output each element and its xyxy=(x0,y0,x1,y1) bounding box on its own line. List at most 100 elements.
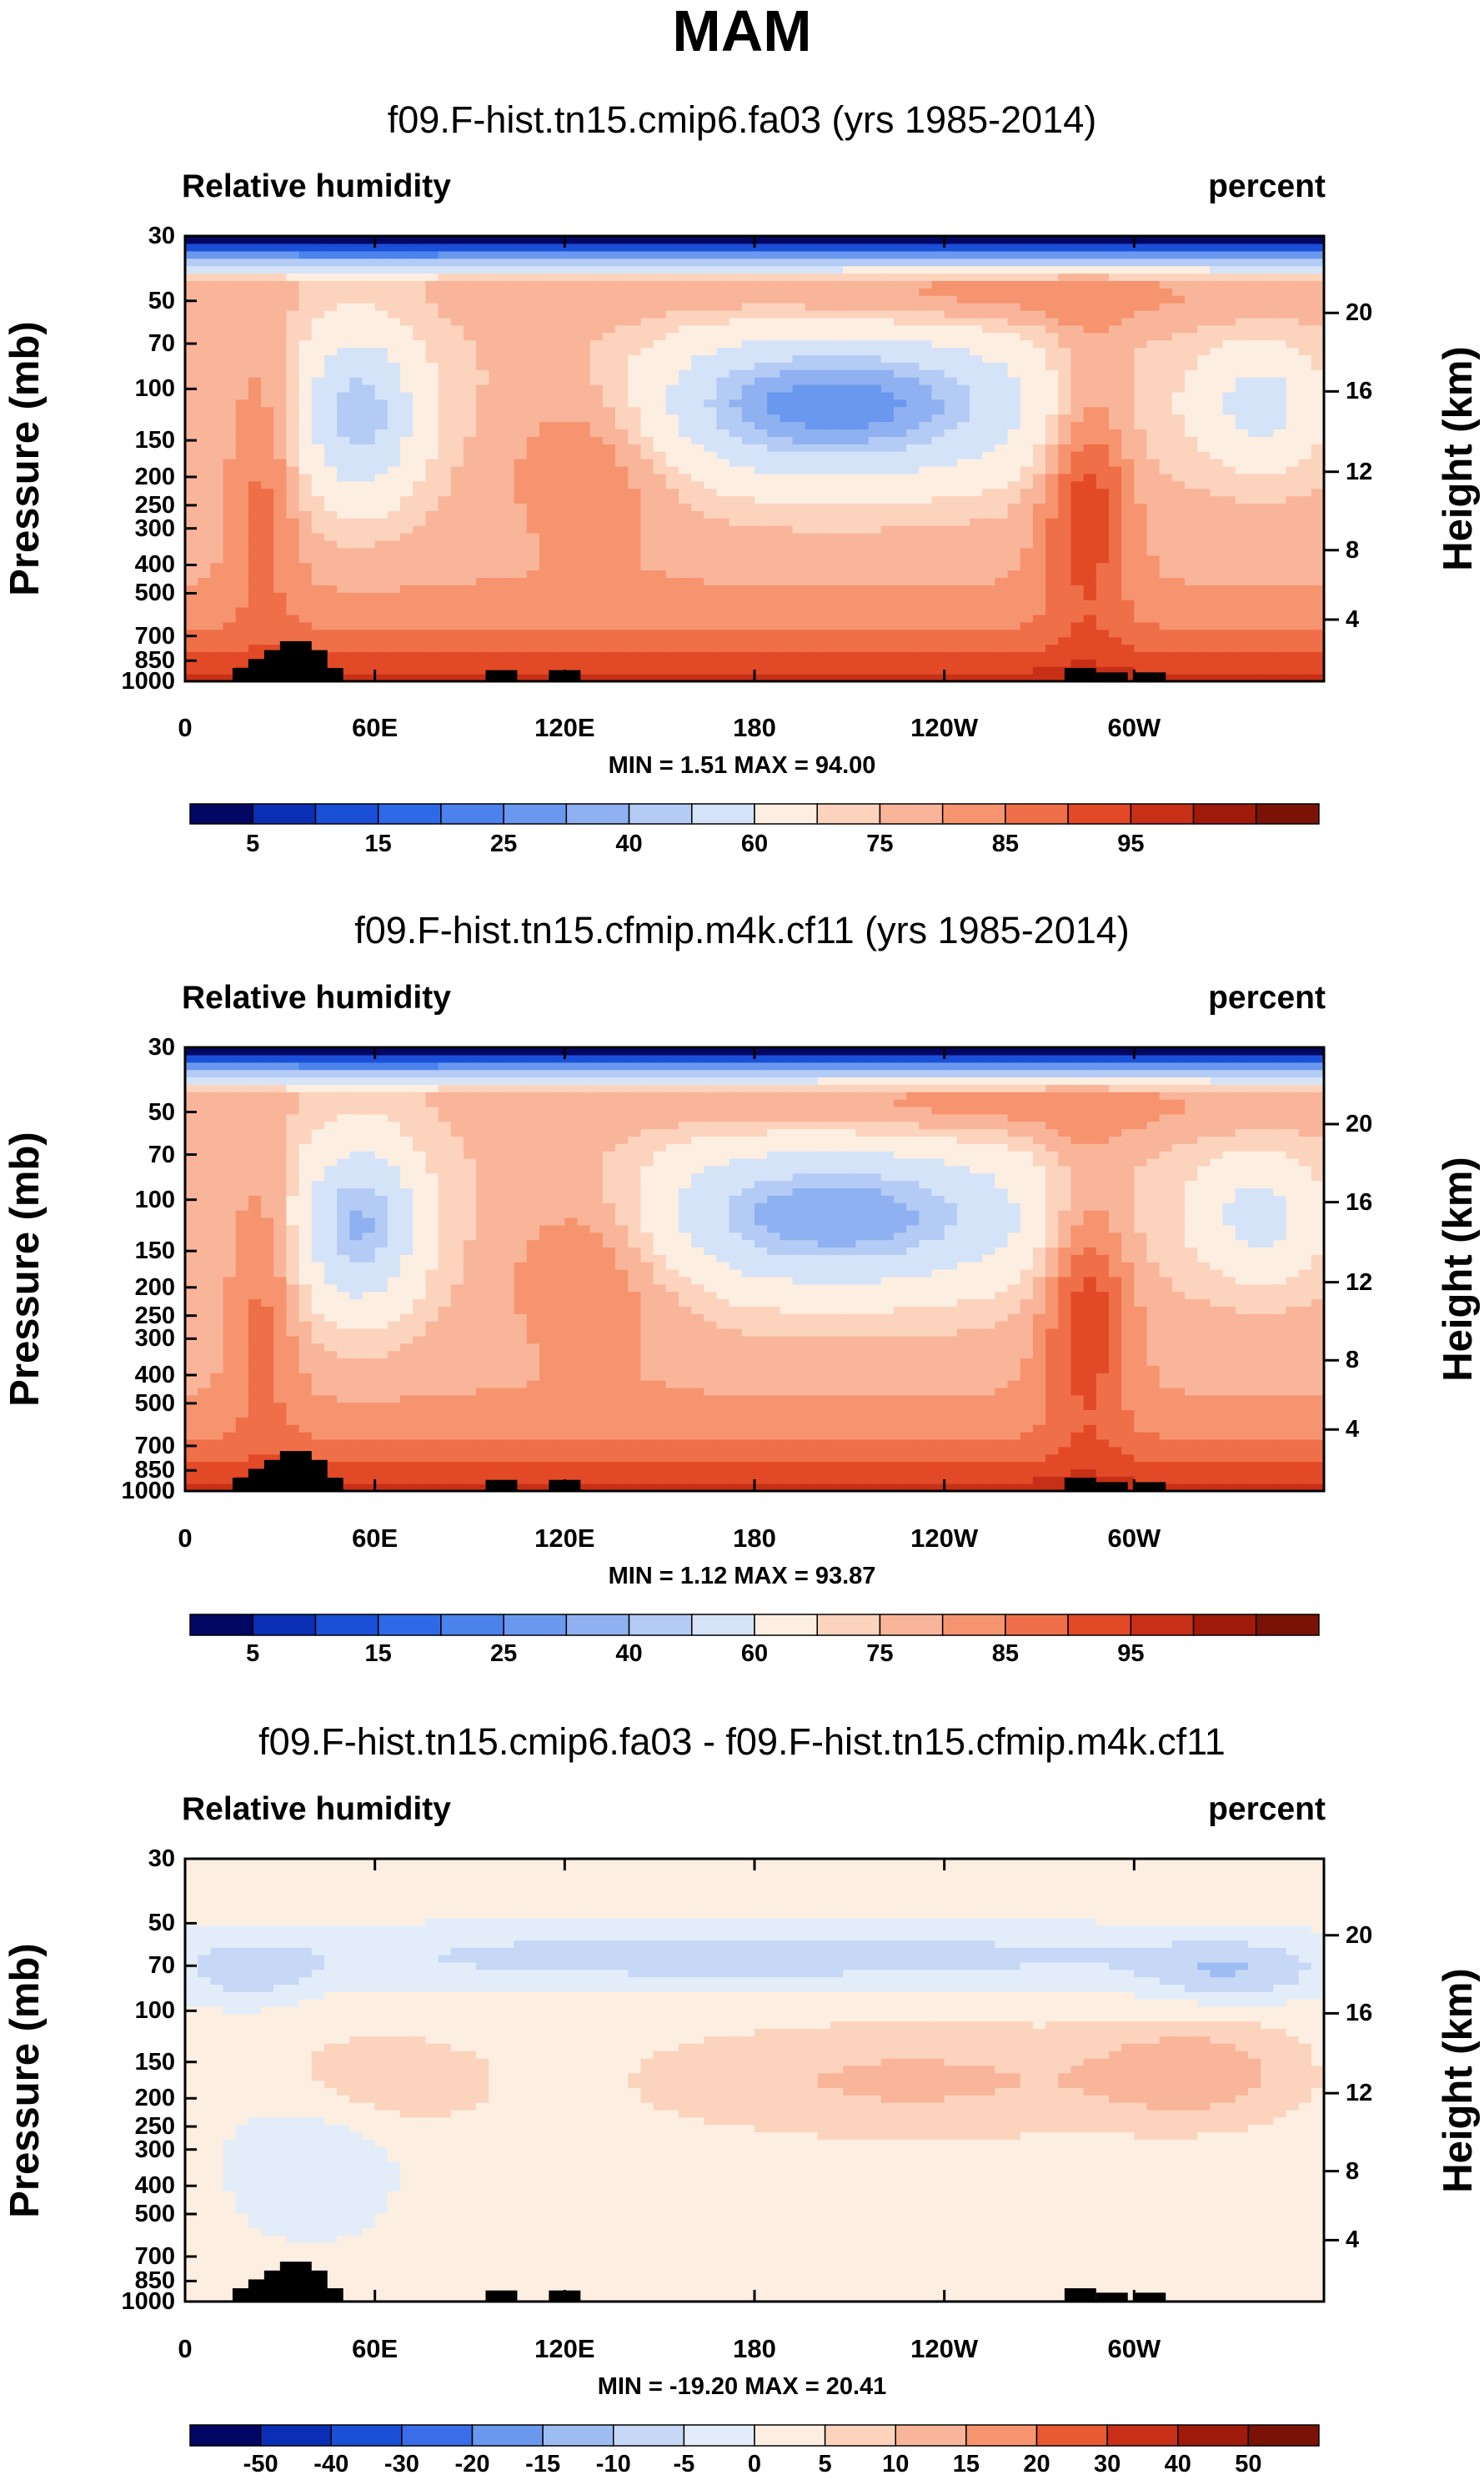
heatmap-cell xyxy=(1171,636,1186,645)
heatmap-cell xyxy=(210,480,224,489)
heatmap-cell xyxy=(1083,258,1097,267)
heatmap-cell xyxy=(337,480,350,489)
heatmap-cell xyxy=(1146,621,1161,630)
heatmap-cell xyxy=(235,629,249,638)
heatmap-cell xyxy=(261,495,274,504)
heatmap-cell xyxy=(539,258,553,267)
heatmap-cell xyxy=(919,495,933,504)
heatmap-cell xyxy=(1171,577,1186,585)
heatmap-cell xyxy=(1108,258,1122,267)
heatmap-cell xyxy=(261,399,274,408)
heatmap-cell xyxy=(780,592,794,600)
heatmap-cell xyxy=(501,429,515,437)
heatmap-cell xyxy=(1108,555,1122,564)
heatmap-cell xyxy=(476,451,489,459)
heatmap-cell xyxy=(944,317,958,326)
heatmap-cell xyxy=(323,391,338,400)
heatmap-cell xyxy=(185,540,198,549)
heatmap-cell xyxy=(564,354,579,363)
heatmap-cell xyxy=(261,354,274,363)
heatmap-cell xyxy=(931,480,945,489)
heatmap-cell xyxy=(589,488,604,497)
heatmap-cell xyxy=(640,258,654,267)
heatmap-cell xyxy=(374,243,389,252)
heatmap-cell xyxy=(780,666,794,675)
heatmap-cell xyxy=(691,324,704,334)
heatmap-cell xyxy=(1159,243,1173,252)
heatmap-cell xyxy=(526,621,540,630)
heatmap-cell xyxy=(665,547,679,556)
heatmap-cell xyxy=(425,339,439,349)
heatmap-cell xyxy=(362,399,376,408)
colorbar-label: 60 xyxy=(740,831,769,857)
heatmap-cell xyxy=(362,295,376,304)
heatmap-cell xyxy=(830,258,844,267)
heatmap-cell xyxy=(185,280,198,289)
heatmap-cell xyxy=(1185,339,1198,349)
heatmap-cell xyxy=(349,288,363,296)
heatmap-cell xyxy=(438,265,452,274)
heatmap-cell xyxy=(413,347,426,355)
heatmap-cell xyxy=(691,666,704,675)
heatmap-cell xyxy=(463,391,477,400)
heatmap-cell xyxy=(1134,354,1148,363)
heatmap-cell xyxy=(248,317,262,326)
heatmap-cell xyxy=(362,377,376,385)
heatmap-cell xyxy=(970,621,983,630)
heatmap-cell xyxy=(1159,414,1173,423)
heatmap-cell xyxy=(261,510,274,519)
heatmap-cell xyxy=(577,480,591,489)
heatmap-cell xyxy=(1185,377,1198,385)
heatmap-cell xyxy=(615,459,629,467)
heatmap-cell xyxy=(374,414,389,423)
heatmap-cell xyxy=(755,495,768,504)
heatmap-cell xyxy=(261,518,274,526)
heatmap-cell xyxy=(1159,406,1173,415)
heatmap-cell xyxy=(1083,369,1097,378)
heatmap-cell xyxy=(956,585,970,593)
heatmap-cell xyxy=(678,369,692,378)
heatmap-cell xyxy=(817,406,831,415)
heatmap-cell xyxy=(1185,488,1198,497)
heatmap-cell xyxy=(1159,636,1173,645)
heatmap-cell xyxy=(931,621,945,630)
heatmap-cell xyxy=(273,347,288,355)
heatmap-cell xyxy=(223,555,237,564)
heatmap-cell xyxy=(185,250,198,259)
heatmap-cell xyxy=(476,600,489,608)
heatmap-cell xyxy=(1197,265,1211,274)
heatmap-cell xyxy=(602,391,616,400)
heatmap-cell xyxy=(476,629,489,638)
heatmap-cell xyxy=(577,555,591,564)
heatmap-cell xyxy=(539,347,553,355)
heatmap-cell xyxy=(235,592,249,600)
heatmap-cell xyxy=(273,444,288,452)
heatmap-cell xyxy=(450,391,464,400)
heatmap-cell xyxy=(805,273,819,281)
heatmap-cell xyxy=(602,369,616,378)
heatmap-cell xyxy=(602,600,616,608)
heatmap-cell xyxy=(1070,303,1085,311)
heatmap-cell xyxy=(400,465,414,474)
heatmap-cell xyxy=(311,273,325,281)
heatmap-cell xyxy=(1185,317,1198,326)
heatmap-cell xyxy=(463,362,477,370)
heatmap-cell xyxy=(323,436,338,444)
heatmap-cell xyxy=(1058,459,1072,467)
heatmap-cell xyxy=(906,614,920,623)
heatmap-cell xyxy=(526,629,540,638)
heatmap-cell xyxy=(1108,600,1122,608)
heatmap-cell xyxy=(476,421,489,429)
heatmap-cell xyxy=(855,659,870,667)
heatmap-cell xyxy=(235,480,249,489)
heatmap-cell xyxy=(1171,562,1186,571)
heatmap-cell xyxy=(1197,280,1211,289)
heatmap-cell xyxy=(931,525,945,534)
heatmap-cell xyxy=(425,555,439,564)
heatmap-cell xyxy=(767,444,780,452)
heatmap-cell xyxy=(653,525,667,534)
heatmap-cell xyxy=(1197,621,1211,630)
heatmap-cell xyxy=(691,577,704,585)
heatmap-cell xyxy=(387,354,401,363)
heatmap-cell xyxy=(855,347,870,355)
